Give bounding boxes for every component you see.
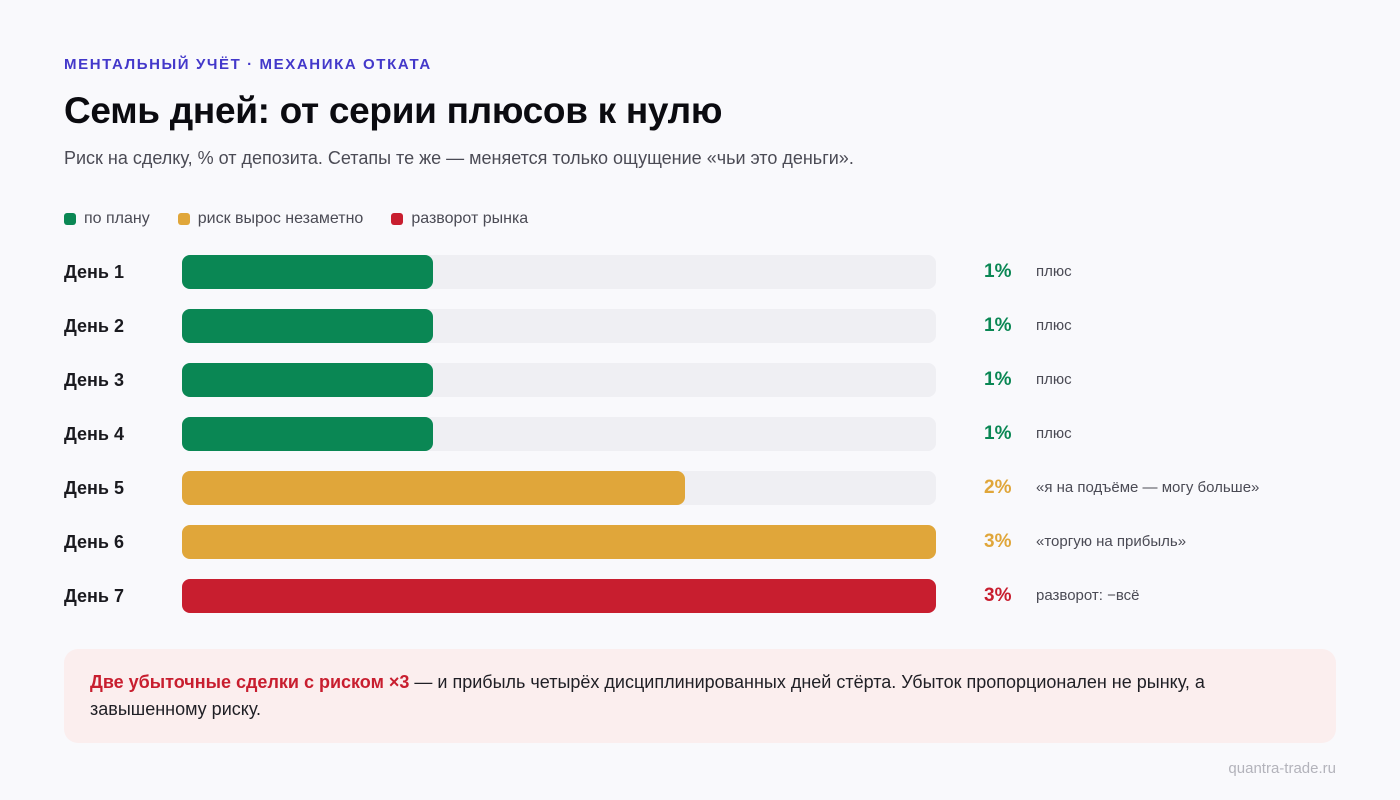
legend-label-plan: по плану	[84, 210, 150, 227]
note-label: плюс	[1036, 263, 1072, 280]
bar-track	[182, 255, 936, 289]
category-label: День 2	[64, 316, 125, 336]
bar-row: День 1 1% плюс	[64, 255, 1344, 289]
legend-item-reversal: разворот рынка	[391, 210, 528, 228]
bar-row: День 3 1% плюс	[64, 363, 1344, 397]
footer-source: quantra-trade.ru	[1228, 760, 1336, 777]
bar-row: День 4 1% плюс	[64, 417, 1344, 451]
legend-item-risk-up: риск вырос незаметно	[177, 210, 364, 228]
legend-label-reversal: разворот рынка	[411, 210, 529, 227]
note-label: разворот: −всё	[1036, 587, 1140, 604]
callout-box: Две убыточные сделки с риском ×3 — и при…	[64, 649, 1336, 743]
value-label: 3%	[984, 531, 1012, 552]
value-label: 1%	[984, 261, 1012, 282]
category-label: День 4	[64, 424, 125, 444]
bar-track	[182, 363, 936, 397]
category-label: День 5	[64, 478, 125, 498]
note-label: «торгую на прибыль»	[1036, 533, 1187, 550]
kicker: МЕНТАЛЬНЫЙ УЧЁТ · МЕХАНИКА ОТКАТА	[64, 56, 432, 73]
bar	[182, 579, 936, 613]
legend-label-risk-up: риск вырос незаметно	[197, 210, 364, 227]
value-label: 2%	[984, 477, 1012, 498]
bar-track	[182, 417, 936, 451]
category-label: День 6	[64, 532, 125, 552]
page-title: Семь дней: от серии плюсов к нулю	[64, 90, 723, 131]
bar-track	[182, 471, 936, 505]
category-label: День 3	[64, 370, 125, 390]
note-label: плюс	[1036, 371, 1072, 388]
category-label: День 1	[64, 262, 125, 282]
bar	[182, 363, 433, 397]
bar	[182, 417, 433, 451]
bar	[182, 309, 433, 343]
note-label: «я на подъёме — могу больше»	[1036, 479, 1260, 496]
legend-item-plan: по плану	[64, 210, 150, 228]
bar-row: День 6 3% «торгую на прибыль»	[64, 525, 1344, 559]
value-label: 1%	[984, 423, 1012, 444]
legend: по плану риск вырос незаметно разворот р…	[64, 210, 556, 228]
legend-swatch-plan	[64, 213, 76, 225]
note-label: плюс	[1036, 317, 1072, 334]
bar	[182, 471, 685, 505]
callout-text: — и прибыль четырёх дисциплинированных д…	[90, 672, 1205, 719]
page-subtitle: Риск на сделку, % от депозита. Сетапы те…	[64, 148, 854, 168]
bar-row: День 5 2% «я на подъёме — могу больше»	[64, 471, 1344, 505]
category-label: День 7	[64, 586, 125, 606]
bar	[182, 525, 936, 559]
bar-row: День 7 3% разворот: −всё	[64, 579, 1344, 613]
note-label: плюс	[1036, 425, 1072, 442]
bar	[182, 255, 433, 289]
value-label: 1%	[984, 315, 1012, 336]
bar-track	[182, 525, 936, 559]
value-label: 3%	[984, 585, 1012, 606]
value-label: 1%	[984, 369, 1012, 390]
bar-track	[182, 309, 936, 343]
bar-track	[182, 579, 936, 613]
callout-highlight: Две убыточные сделки с риском ×3	[90, 672, 410, 692]
legend-swatch-risk-up	[177, 213, 190, 225]
bar-row: День 2 1% плюс	[64, 309, 1344, 343]
legend-swatch-reversal	[391, 213, 404, 225]
